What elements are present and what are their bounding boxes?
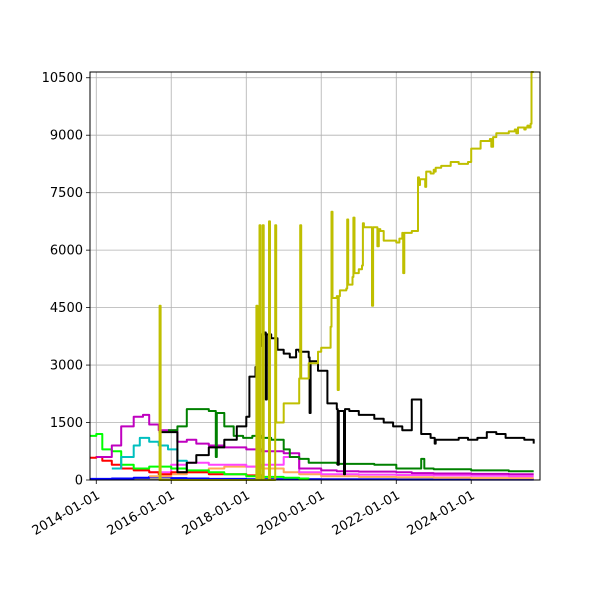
series-group bbox=[90, 71, 535, 481]
x-tick-label: 2022-01-01 bbox=[330, 488, 403, 539]
x-tick-label: 2024-01-01 bbox=[405, 488, 478, 539]
series-line-2 bbox=[168, 408, 534, 473]
y-tick-label: 10500 bbox=[42, 71, 83, 86]
x-tick-label: 2018-01-01 bbox=[180, 488, 253, 539]
y-tick-label: 9000 bbox=[50, 129, 83, 144]
y-tick-label: 7500 bbox=[50, 186, 83, 201]
series-line-9 bbox=[90, 475, 534, 481]
series-line-3 bbox=[96, 413, 534, 476]
y-tick-label: 6000 bbox=[50, 244, 83, 259]
grid bbox=[90, 72, 540, 481]
axes-frame bbox=[89, 71, 541, 481]
x-tick-label: 2014-01-01 bbox=[30, 488, 103, 539]
x-tick-label: 2016-01-01 bbox=[105, 488, 178, 539]
y-axis: 0 1500 3000 4500 6000 7500 9000 10500 bbox=[42, 71, 90, 489]
y-tick-label: 1500 bbox=[50, 416, 83, 431]
x-tick-label: 2020-01-01 bbox=[255, 488, 328, 539]
y-tick-label: 0 bbox=[75, 474, 83, 489]
x-axis: 2014-01-01 2016-01-01 2018-01-01 2020-01-01… bbox=[30, 480, 478, 539]
y-tick-label: 3000 bbox=[50, 359, 83, 374]
y-tick-label: 4500 bbox=[50, 301, 83, 316]
